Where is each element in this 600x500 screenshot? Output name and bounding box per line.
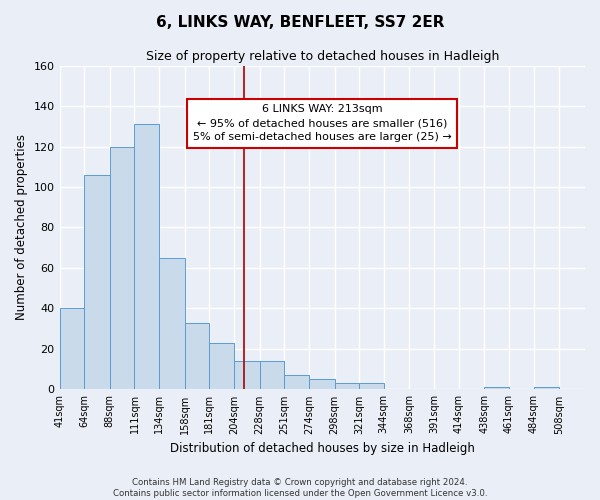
Bar [209,343,234,390]
Bar [309,380,335,390]
Text: 6 LINKS WAY: 213sqm
← 95% of detached houses are smaller (516)
5% of semi-detach: 6 LINKS WAY: 213sqm ← 95% of detached ho… [193,104,452,142]
Bar [484,388,509,390]
Bar [533,388,559,390]
Bar [185,322,209,390]
Y-axis label: Number of detached properties: Number of detached properties [15,134,28,320]
Bar [284,376,309,390]
Bar [260,361,284,390]
Text: 6, LINKS WAY, BENFLEET, SS7 2ER: 6, LINKS WAY, BENFLEET, SS7 2ER [156,15,444,30]
X-axis label: Distribution of detached houses by size in Hadleigh: Distribution of detached houses by size … [170,442,475,455]
Bar [59,308,84,390]
Bar [234,361,260,390]
Title: Size of property relative to detached houses in Hadleigh: Size of property relative to detached ho… [146,50,499,63]
Bar [134,124,159,390]
Bar [84,175,110,390]
Bar [159,258,185,390]
Text: Contains HM Land Registry data © Crown copyright and database right 2024.
Contai: Contains HM Land Registry data © Crown c… [113,478,487,498]
Bar [110,146,134,390]
Bar [359,384,384,390]
Bar [335,384,359,390]
